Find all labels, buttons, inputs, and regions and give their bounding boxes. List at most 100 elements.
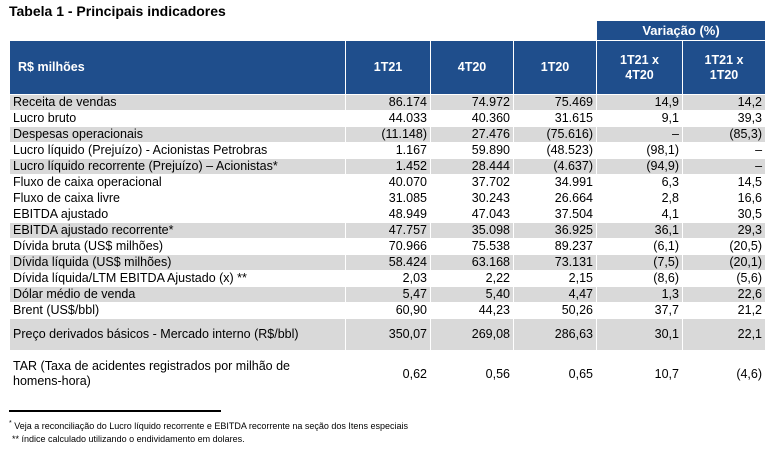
cell-1t21: 47.757 [345,222,431,239]
cell-1t21: 86.174 [345,94,431,111]
table-row: Receita de vendas 86.174 74.972 75.469 1… [9,94,767,111]
cell-1t21: (11.148) [345,126,431,143]
cell-var-4t20: – [596,126,683,143]
col-header-line2: 4T20 [625,67,654,82]
cell-var-1t20: – [681,142,767,159]
cell-var-1t20: (20,5) [681,238,767,255]
cell-1t20: 34.991 [513,174,597,191]
cell-4t20: 0,56 [430,350,514,398]
cell-4t20: 74.972 [430,94,514,111]
row-label: Dívida líquida/LTM EBITDA Ajustado (x) *… [9,270,346,287]
cell-var-4t20: (8,6) [596,270,683,287]
col-header-4t20: 4T20 [430,40,514,95]
cell-4t20: 37.702 [430,174,514,191]
col-header-1t21-x-4t20: 1T21 x 4T20 [596,40,683,95]
table-row: Lucro líquido (Prejuízo) - Acionistas Pe… [9,142,767,159]
col-header-line1: 1T21 x [620,52,659,67]
cell-1t20: 0,65 [513,350,597,398]
row-label: Dívida líquida (US$ milhões) [9,254,346,271]
cell-1t21: 31.085 [345,190,431,207]
table-row: Brent (US$/bbl) 60,90 44,23 50,26 37,7 2… [9,302,767,319]
table-row: TAR (Taxa de acidentes registrados por m… [9,350,767,398]
cell-1t21: 40.070 [345,174,431,191]
table-row: EBITDA ajustado 48.949 47.043 37.504 4,1… [9,206,767,223]
row-label: Dólar médio de venda [9,286,346,303]
cell-var-1t20: – [681,158,767,175]
row-label: Preço derivados básicos - Mercado intern… [9,318,346,351]
cell-var-4t20: (94,9) [596,158,683,175]
cell-var-4t20: 6,3 [596,174,683,191]
row-label: TAR (Taxa de acidentes registrados por m… [9,350,346,398]
cell-1t20: 37.504 [513,206,597,223]
cell-1t20: 75.469 [513,94,597,111]
cell-1t21: 48.949 [345,206,431,223]
cell-1t21: 1.452 [345,158,431,175]
table-title: Tabela 1 - Principais indicadores [9,3,226,19]
cell-4t20: 30.243 [430,190,514,207]
row-label: EBITDA ajustado [9,206,346,223]
cell-1t20: 89.237 [513,238,597,255]
cell-4t20: 40.360 [430,110,514,127]
cell-1t21: 2,03 [345,270,431,287]
variation-header-row: Variação (%) [9,20,767,41]
cell-var-1t20: 22,6 [681,286,767,303]
table-row: Lucro bruto 44.033 40.360 31.615 9,1 39,… [9,110,767,127]
cell-1t20: 2,15 [513,270,597,287]
cell-var-1t20: 21,2 [681,302,767,319]
col-header-1t21-x-1t20: 1T21 x 1T20 [681,40,767,95]
cell-1t20: 26.664 [513,190,597,207]
cell-var-1t20: 14,5 [681,174,767,191]
header-spacer [9,20,597,41]
footnote-2: ** índice calculado utilizando o endivid… [12,434,245,444]
cell-4t20: 2,22 [430,270,514,287]
footnote-divider [9,410,221,412]
cell-var-1t20: 30,5 [681,206,767,223]
cell-var-1t20: 29,3 [681,222,767,239]
cell-1t21: 350,07 [345,318,431,351]
col-header-line2: 1T20 [709,67,739,82]
table-row: Dívida bruta (US$ milhões) 70.966 75.538… [9,238,767,255]
cell-4t20: 75.538 [430,238,514,255]
cell-1t21: 0,62 [345,350,431,398]
column-header-row: R$ milhões 1T21 4T20 1T20 1T21 x 4T20 1T2… [9,40,767,95]
table-row: Despesas operacionais (11.148) 27.476 (7… [9,126,767,143]
cell-1t20: (75.616) [513,126,597,143]
cell-var-4t20: 14,9 [596,94,683,111]
cell-var-1t20: (4,6) [681,350,767,398]
cell-var-4t20: 37,7 [596,302,683,319]
cell-var-4t20: 36,1 [596,222,683,239]
cell-var-1t20: 16,6 [681,190,767,207]
cell-var-4t20: (98,1) [596,142,683,159]
cell-4t20: 44,23 [430,302,514,319]
cell-1t20: 50,26 [513,302,597,319]
cell-var-1t20: 22,1 [681,318,767,351]
row-label: EBITDA ajustado recorrente* [9,222,346,239]
table-row: Preço derivados básicos - Mercado intern… [9,318,767,351]
cell-var-4t20: 10,7 [596,350,683,398]
cell-var-4t20: 1,3 [596,286,683,303]
col-header-rs-milhoes: R$ milhões [9,40,346,95]
row-label: Brent (US$/bbl) [9,302,346,319]
cell-1t21: 70.966 [345,238,431,255]
table-row: Fluxo de caixa operacional 40.070 37.702… [9,174,767,191]
cell-1t20: 36.925 [513,222,597,239]
cell-var-1t20: 14,2 [681,94,767,111]
cell-1t21: 5,47 [345,286,431,303]
footnote-1-text: Veja a reconciliação do Lucro líquido re… [11,421,408,431]
col-header-line1: 1T21 x [704,52,744,67]
cell-1t21: 60,90 [345,302,431,319]
cell-var-4t20: (7,5) [596,254,683,271]
cell-var-4t20: 30,1 [596,318,683,351]
cell-1t20: (48.523) [513,142,597,159]
cell-var-1t20: (85,3) [681,126,767,143]
cell-4t20: 27.476 [430,126,514,143]
cell-4t20: 28.444 [430,158,514,175]
cell-1t20: 31.615 [513,110,597,127]
cell-var-4t20: 2,8 [596,190,683,207]
footnote-1-mark: * [9,420,12,427]
table-row: Dívida líquida/LTM EBITDA Ajustado (x) *… [9,270,767,287]
table-row: Lucro líquido recorrente (Prejuízo) – Ac… [9,158,767,175]
cell-4t20: 47.043 [430,206,514,223]
row-label: Lucro bruto [9,110,346,127]
row-label: Despesas operacionais [9,126,346,143]
